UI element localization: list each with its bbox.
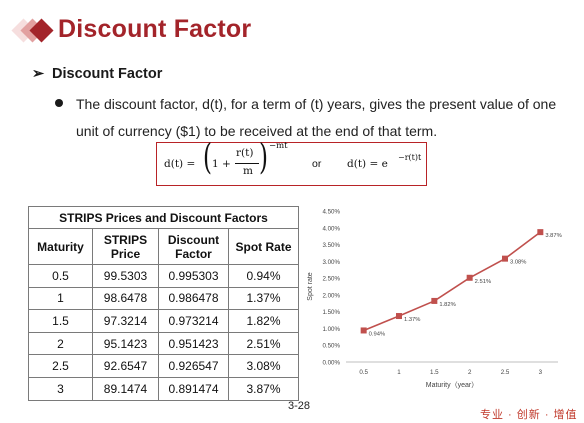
- formula-denominator: m: [243, 165, 253, 177]
- formula-box: d(t) = ( 1 + r(t) m ) −mt or d(t) = e −r…: [156, 138, 427, 186]
- x-tick-label: 3: [539, 369, 543, 376]
- cell-discount-factor: 0.951423: [158, 331, 229, 356]
- formula-lhs: d(t) =: [164, 158, 196, 170]
- data-label: 2.51%: [475, 279, 491, 285]
- y-tick-label: 1.50%: [322, 309, 340, 316]
- cell-price: 98.6478: [92, 286, 159, 311]
- table-row: 2 95.1423 0.951423 2.51%: [28, 331, 299, 356]
- data-label: 3.87%: [545, 233, 561, 239]
- header-spot-rate: Spot Rate: [228, 228, 299, 265]
- table-caption: STRIPS Prices and Discount Factors: [28, 206, 299, 229]
- formula-numerator: r(t): [236, 147, 254, 159]
- cell-maturity: 0.5: [28, 264, 93, 288]
- brand-slogan: 专业 · 创新 · 增值: [480, 409, 578, 421]
- cell-spot-rate: 1.82%: [228, 309, 299, 333]
- section-heading: ➢ Discount Factor: [32, 66, 162, 82]
- y-tick-label: 1.00%: [322, 326, 340, 333]
- spot-rate-chart: 0.00% 0.50% 1.00% 1.50% 2.00% 2.50% 3.00% 3.50%…: [307, 209, 562, 390]
- bullet-dot-icon: [55, 99, 63, 107]
- cell-spot-rate: 1.37%: [228, 286, 299, 311]
- page-title: Discount Factor: [58, 15, 252, 43]
- page-number: 3-28: [288, 400, 311, 412]
- table-row: 1 98.6478 0.986478 1.37%: [28, 286, 299, 311]
- table-header-row: Maturity STRIPS Price Discount Factor Sp…: [28, 228, 299, 265]
- series-line: [363, 231, 541, 332]
- cell-maturity: 1: [28, 286, 93, 311]
- formula-alt-lhs: d(t) = e: [347, 158, 388, 170]
- data-label: 3.08%: [510, 260, 526, 266]
- definition-paragraph: The discount factor, d(t), for a term of…: [76, 96, 557, 139]
- formula-or: or: [312, 158, 322, 170]
- table-row: 0.5 99.5303 0.995303 0.94%: [28, 264, 299, 288]
- table-row: 3 89.1474 0.891474 3.87%: [28, 376, 299, 401]
- cell-price: 95.1423: [92, 331, 159, 356]
- y-tick-label: 0.00%: [322, 360, 340, 367]
- x-tick-label: 1: [397, 369, 401, 376]
- y-tick-label: 2.50%: [322, 276, 340, 283]
- cell-price: 89.1474: [92, 376, 159, 401]
- cell-price: 92.6547: [92, 354, 159, 378]
- y-axis-title: Spot rate: [307, 272, 314, 301]
- formula-open-paren: (: [203, 137, 212, 179]
- x-axis-title: Maturity（year）: [426, 381, 479, 389]
- x-tick-label: 1.5: [430, 369, 439, 376]
- cell-maturity: 3: [28, 376, 93, 401]
- data-point: [537, 229, 544, 236]
- y-tick-label: 2.00%: [322, 292, 340, 299]
- formula-alt-exponent: −r(t)t: [398, 153, 422, 162]
- cell-spot-rate: 2.51%: [228, 331, 299, 356]
- x-tick-label: 0.5: [359, 369, 368, 376]
- cell-price: 97.3214: [92, 309, 159, 333]
- y-tick-label: 3.50%: [322, 242, 340, 249]
- data-point: [360, 327, 367, 334]
- y-tick-label: 3.00%: [322, 259, 340, 266]
- table-row: 1.5 97.3214 0.973214 1.82%: [28, 309, 299, 333]
- header-maturity: Maturity: [28, 228, 93, 265]
- section-heading-text: Discount Factor: [52, 66, 163, 82]
- formula-one-plus: 1 +: [212, 158, 231, 170]
- formula-exponent: −mt: [269, 141, 288, 151]
- cell-spot-rate: 3.08%: [228, 354, 299, 378]
- cell-maturity: 2: [28, 331, 93, 356]
- cell-maturity: 2.5: [28, 354, 93, 378]
- x-tick-label: 2.5: [501, 369, 510, 376]
- cell-price: 99.5303: [92, 264, 159, 288]
- y-tick-label: 4.00%: [322, 225, 340, 232]
- cell-discount-factor: 0.926547: [158, 354, 229, 378]
- data-point: [466, 274, 473, 281]
- data-label: 0.94%: [369, 331, 385, 337]
- cell-discount-factor: 0.891474: [158, 376, 229, 401]
- y-tick-label: 4.50%: [322, 209, 340, 216]
- header-discount-factor: Discount Factor: [158, 228, 229, 265]
- table-caption-row: STRIPS Prices and Discount Factors: [28, 206, 299, 229]
- cell-spot-rate: 0.94%: [228, 264, 299, 288]
- data-point: [396, 313, 402, 320]
- cell-spot-rate: 3.87%: [228, 376, 299, 401]
- formula-fraction-line: [235, 163, 259, 164]
- cell-maturity: 1.5: [28, 309, 93, 333]
- cell-discount-factor: 0.995303: [158, 264, 229, 288]
- data-point: [502, 255, 508, 262]
- table-row: 2.5 92.6547 0.926547 3.08%: [28, 354, 299, 378]
- x-tick-label: 2: [468, 369, 472, 376]
- data-label: 1.82%: [439, 302, 455, 308]
- y-tick-label: 0.50%: [322, 343, 340, 350]
- formula-close-paren: ): [259, 137, 268, 179]
- logo: [11, 14, 54, 48]
- header-strips-price: STRIPS Price: [92, 228, 159, 265]
- arrow-bullet-icon: ➢: [32, 66, 45, 82]
- cell-discount-factor: 0.973214: [158, 309, 229, 333]
- cell-discount-factor: 0.986478: [158, 286, 229, 311]
- data-point: [431, 297, 438, 304]
- data-label: 1.37%: [404, 317, 420, 323]
- strips-table: STRIPS Prices and Discount Factors Matur…: [28, 206, 299, 401]
